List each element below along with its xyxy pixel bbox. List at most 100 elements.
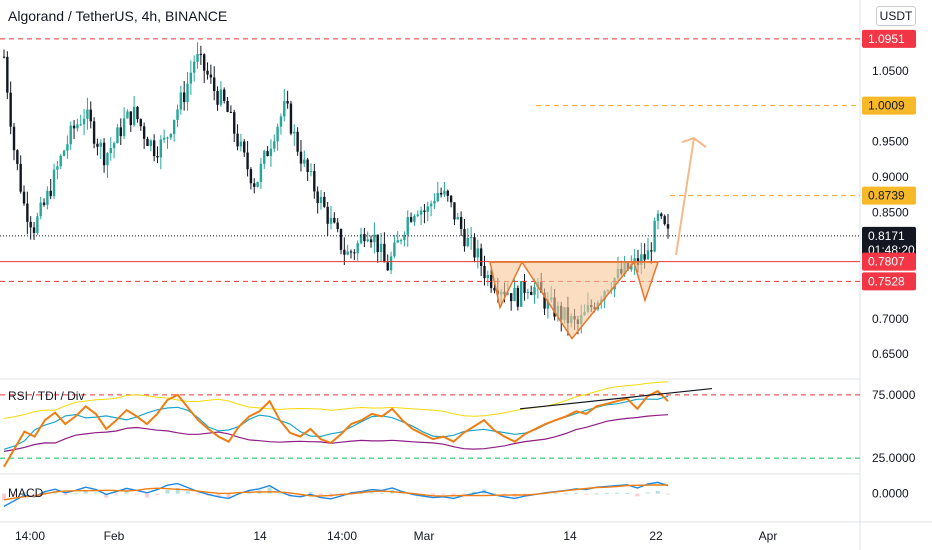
time-tick-label: 14: [253, 529, 267, 543]
macd-histogram-bar: [12, 493, 17, 497]
macd-histogram-bar: [134, 493, 139, 495]
candle-body: [429, 203, 433, 207]
macd-histogram-bar: [104, 493, 109, 498]
macd-histogram-bar: [226, 493, 231, 499]
macd-histogram-bar: [666, 493, 670, 495]
projection-arrow: [675, 137, 707, 256]
macd-histogram-bar: [42, 491, 47, 494]
macd-pane: 0.0000: [2, 481, 909, 508]
rsi-tick-label: 25.0000: [872, 451, 916, 465]
candle-body: [640, 254, 643, 266]
candle-body: [663, 216, 666, 225]
level-tag-label: 0.7528: [868, 274, 905, 288]
candle-body: [236, 133, 239, 147]
candle-body: [469, 237, 473, 239]
macd-histogram-bar: [83, 490, 88, 494]
symbol-title[interactable]: Algorand / TetherUS, 4h, BINANCE: [8, 8, 228, 24]
candle-body: [343, 249, 346, 255]
candle-body: [386, 262, 389, 271]
candle-body: [359, 234, 363, 244]
macd-histogram-bar: [369, 491, 374, 494]
macd-signal-line: [3, 484, 668, 501]
candle-body: [506, 293, 510, 295]
candle-body: [363, 234, 366, 242]
candle-body: [139, 119, 143, 127]
candle-body: [409, 217, 413, 222]
time-tick-label: 14:00: [327, 529, 357, 543]
price-tick-label: 0.7000: [872, 312, 909, 326]
candle-body: [26, 203, 29, 222]
macd-histogram-bar: [553, 493, 558, 495]
candle-body: [156, 156, 159, 158]
candle-body: [660, 213, 663, 217]
projection-arrowhead: [681, 137, 707, 148]
candle-body: [9, 92, 12, 127]
rsi-pane-label[interactable]: RSI / TDI / Div: [8, 389, 85, 403]
macd-histogram-bar: [471, 491, 476, 494]
candle-body: [650, 250, 653, 252]
candle-body: [423, 210, 426, 212]
candle-body: [192, 61, 196, 73]
time-tick-label: Mar: [414, 529, 435, 543]
price-tick-label: 1.0500: [872, 64, 909, 78]
candle-body: [463, 228, 466, 247]
pattern-shape: [489, 260, 660, 340]
candle-body: [333, 217, 336, 223]
candle-body: [489, 275, 493, 288]
candle-body: [256, 181, 259, 187]
candle-body: [216, 91, 219, 105]
candle-body: [476, 248, 480, 258]
level-tag: [862, 186, 916, 205]
candle-body: [166, 137, 169, 139]
candle-body: [162, 137, 166, 140]
candle-body: [449, 195, 453, 203]
level-tag: [862, 29, 916, 48]
candle-body: [86, 109, 89, 119]
candle-body: [66, 144, 69, 151]
candle-body: [56, 166, 59, 170]
macd-pane-label[interactable]: MACD: [8, 486, 44, 500]
candle-body: [466, 238, 469, 247]
candle-body: [203, 54, 206, 71]
time-tick-label: 14: [563, 529, 577, 543]
level-tag-label: 1.0009: [868, 99, 905, 113]
macd-histogram-bar: [216, 493, 221, 498]
level-tag-label: 0.8171: [868, 229, 905, 243]
candle-body: [329, 217, 333, 224]
macd-histogram-bar: [492, 493, 497, 495]
candle-body: [79, 124, 82, 126]
currency-unit-button[interactable]: USDT: [876, 6, 916, 26]
macd-histogram-bar: [165, 490, 170, 494]
candle-body: [419, 210, 423, 215]
candle-body: [313, 171, 316, 192]
macd-histogram-bar: [93, 492, 98, 494]
price-tick-label: 0.9500: [872, 135, 909, 149]
candle-body: [39, 202, 42, 217]
candle-body: [52, 169, 56, 197]
candle-body: [416, 214, 419, 216]
candle-body: [399, 240, 403, 242]
macd-histogram-bar: [522, 493, 527, 495]
candle-body: [206, 70, 209, 75]
price-axis: 1.0500 0.9500 0.9000 0.8500 0.7000 0.6500: [872, 64, 909, 361]
macd-histogram-bar: [635, 493, 640, 497]
candle-body: [96, 143, 99, 147]
candle-body: [296, 131, 299, 152]
macd-histogram-bar: [604, 492, 609, 494]
candle-body: [336, 222, 339, 230]
candle-body: [306, 159, 309, 173]
price-tick-label: 0.9000: [872, 170, 909, 184]
candle-body: [413, 215, 416, 222]
candle-body: [326, 206, 329, 224]
macd-histogram-bar: [196, 493, 201, 495]
candle-body: [479, 248, 483, 266]
candle-body: [59, 155, 62, 167]
candle-body: [356, 243, 359, 254]
candle-body: [246, 152, 249, 170]
candle-body: [182, 92, 186, 103]
price-tick-label: 0.6500: [872, 347, 909, 361]
candle-body: [459, 217, 463, 229]
macd-histogram-bar: [625, 492, 630, 494]
macd-histogram-bar: [614, 492, 619, 494]
